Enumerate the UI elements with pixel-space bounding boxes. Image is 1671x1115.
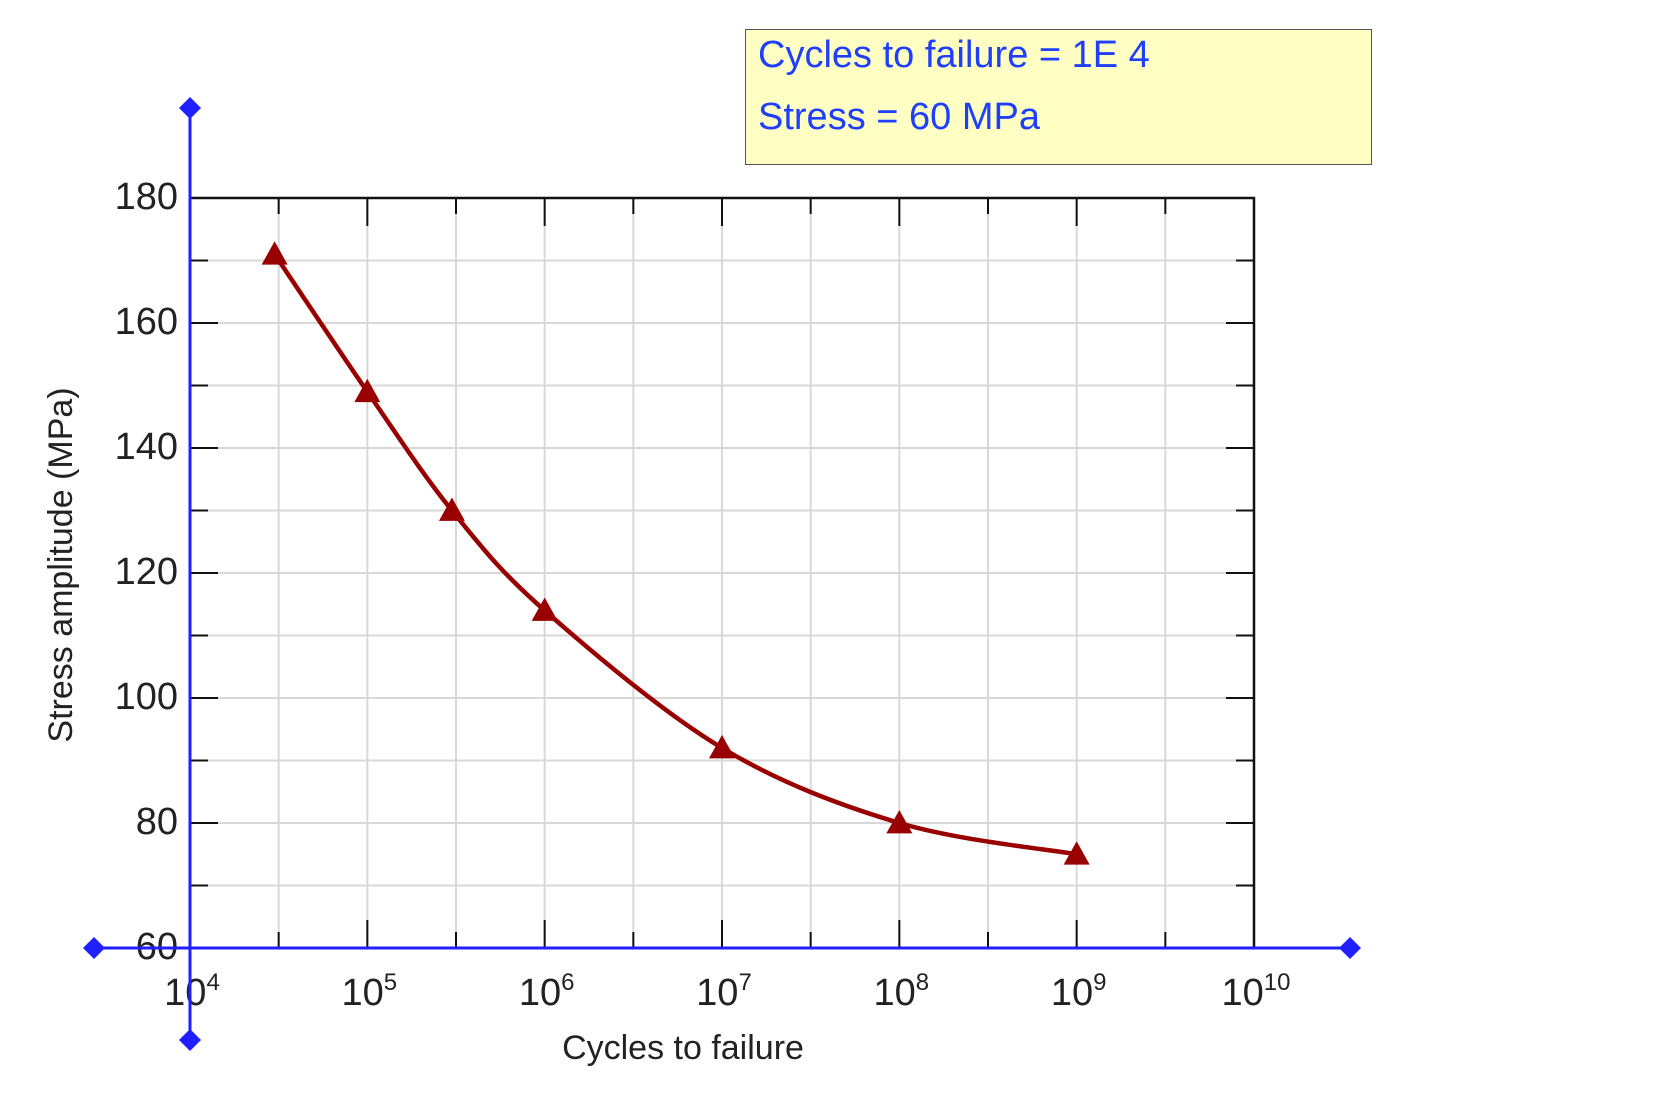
cursor-handle-left (83, 937, 105, 959)
sn-curve-line (272, 252, 1078, 857)
cursor-handle-right (1339, 937, 1361, 959)
readout-cycles-text: Cycles to failure = 1E 4 (758, 34, 1150, 76)
cursor-handle-top (179, 97, 201, 119)
y-tick-label: 100 (115, 676, 178, 718)
data-markers (261, 241, 1090, 865)
x-tick-label: 107 (696, 969, 752, 1014)
y-tick-label: 80 (136, 801, 178, 843)
x-tick-label: 105 (342, 969, 398, 1014)
data-point-marker (531, 597, 558, 621)
readout-stress-text: Stress = 60 MPa (758, 96, 1040, 138)
data-point-marker (261, 241, 288, 265)
y-tick-label: 140 (115, 426, 178, 468)
data-point-marker (354, 378, 381, 403)
y-tick-label: 120 (115, 551, 178, 593)
grid-lines (190, 198, 1254, 948)
data-point-marker (438, 497, 465, 521)
x-tick-label: 1010 (1222, 969, 1291, 1014)
y-tick-label: 180 (115, 176, 178, 218)
x-tick-label: 109 (1051, 969, 1107, 1014)
data-point-marker (886, 810, 913, 834)
data-point-marker (709, 735, 735, 759)
cursor-readout-box: Cycles to failure = 1E 4 Stress = 60 MPa (745, 29, 1372, 165)
x-tick-labels: 104 105 106 107 108 109 1010 (164, 969, 1290, 1014)
x-tick-label: 104 (164, 969, 220, 1014)
y-axis-title: Stress amplitude (MPa) (42, 387, 80, 742)
cursor-handle-bottom (179, 1029, 201, 1051)
x-axis-title: Cycles to failure (562, 1029, 804, 1067)
y-tick-label: 160 (115, 301, 178, 343)
x-tick-label: 106 (519, 969, 575, 1014)
data-point-marker (1063, 841, 1090, 865)
cursor-crosshair[interactable] (83, 97, 1361, 1051)
x-tick-label: 108 (874, 969, 930, 1014)
